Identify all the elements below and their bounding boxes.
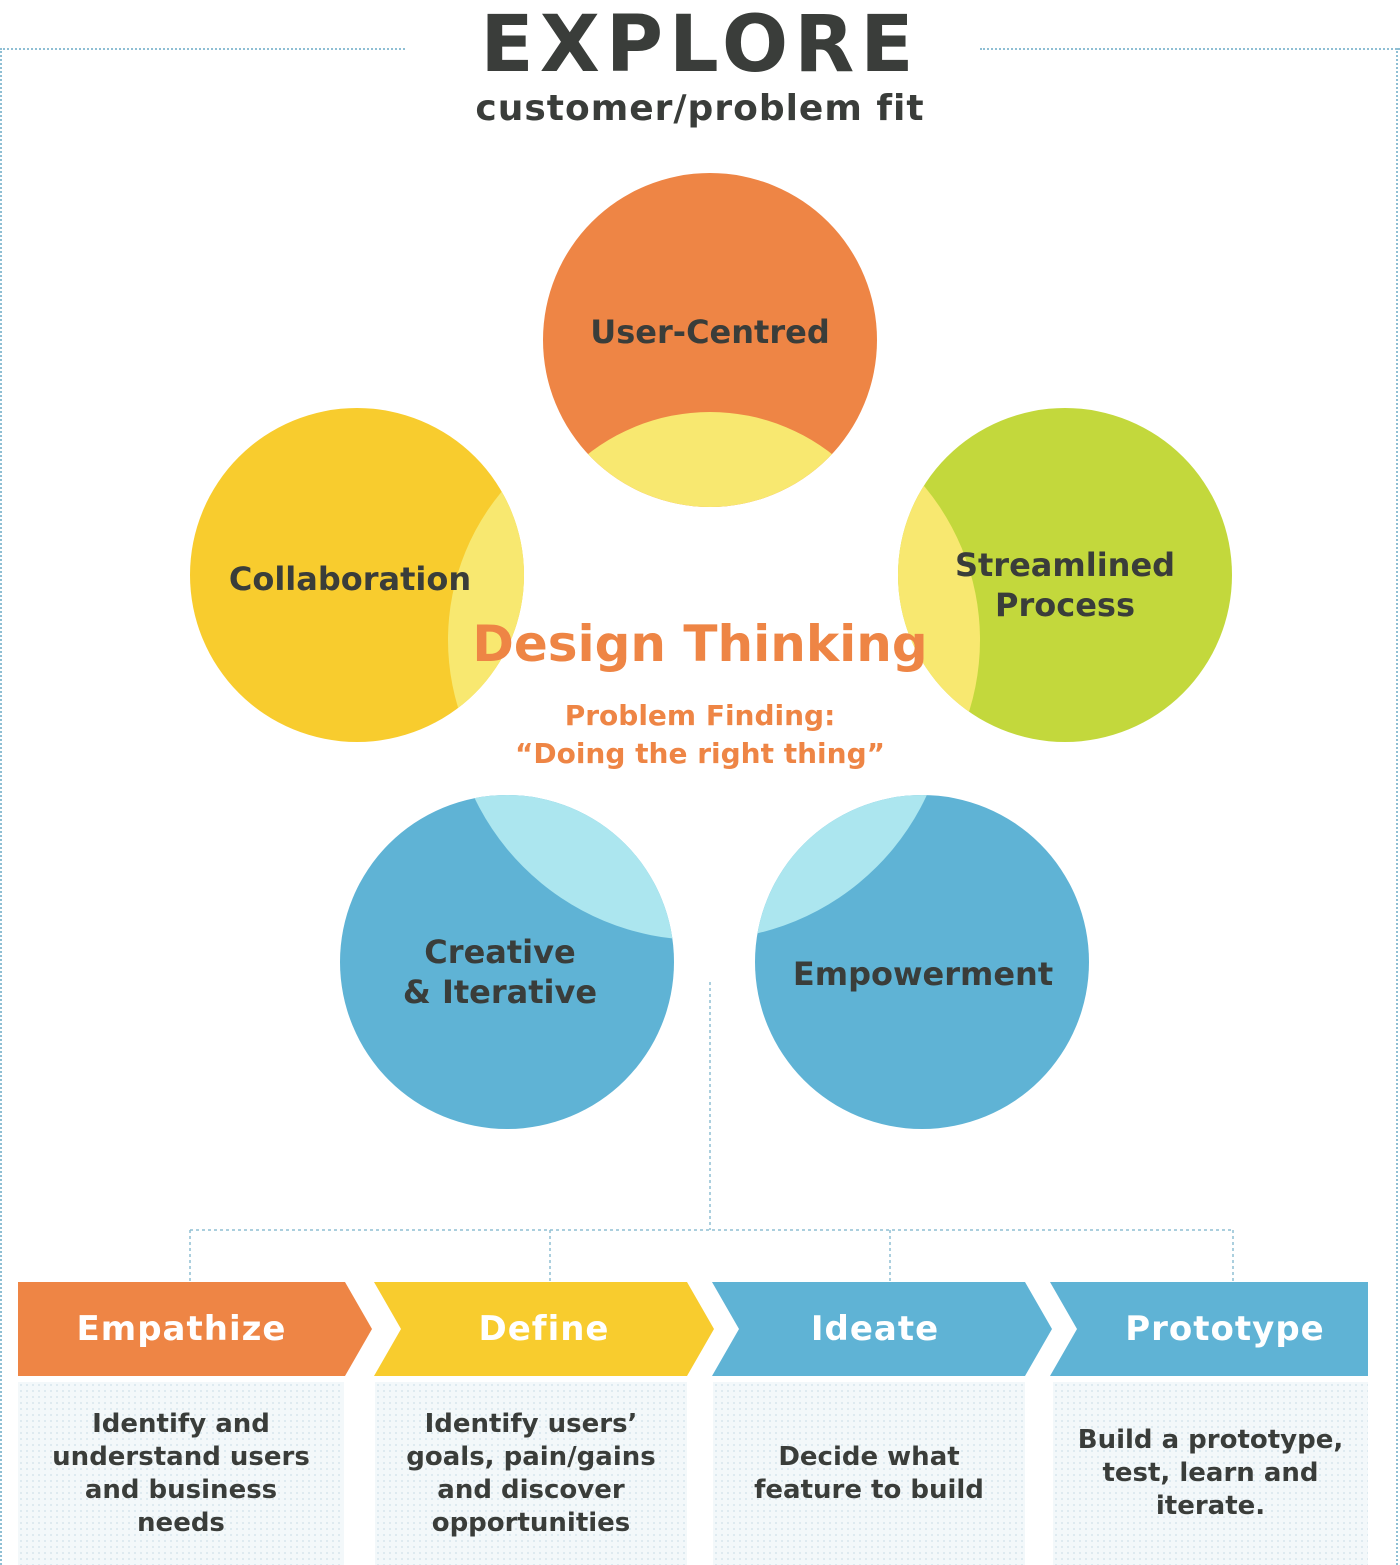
desc-line: opportunities xyxy=(431,1507,631,1538)
desc-line: Identify users’ xyxy=(424,1408,638,1439)
step-desc-define: Identify users’ goals, pain/gains and di… xyxy=(375,1382,687,1565)
desc-line: and business xyxy=(84,1474,278,1505)
desc-line: Build a prototype, xyxy=(1077,1425,1344,1455)
desc-line: test, learn and xyxy=(1102,1458,1319,1488)
desc-line: needs xyxy=(137,1507,225,1538)
desc-line: Identify and xyxy=(92,1408,270,1439)
desc-line: goals, pain/gains xyxy=(406,1441,656,1472)
step-desc-ideate: Decide what feature to build xyxy=(713,1382,1025,1565)
step-label-empathize: Empathize xyxy=(76,1309,287,1349)
step-arrow-prototype xyxy=(1050,1282,1368,1376)
frame-right xyxy=(1396,48,1398,1565)
step-arrow-ideate xyxy=(712,1282,1052,1376)
step-label-prototype: Prototype xyxy=(1125,1309,1325,1349)
label-creative-line1: Creative xyxy=(424,933,576,971)
page-subtitle: customer/problem fit xyxy=(475,88,925,129)
step-desc-prototype: Build a prototype, test, learn and itera… xyxy=(1053,1382,1368,1565)
label-streamlined-line2: Process xyxy=(995,586,1135,624)
label-empowerment-text: Empowerment xyxy=(792,955,1054,993)
center-title: Design Thinking xyxy=(472,615,928,673)
step-label-define: Define xyxy=(478,1309,610,1349)
label-streamlined-line1: Streamlined xyxy=(954,546,1176,584)
desc-line: Decide what xyxy=(778,1441,960,1472)
label-creative-iterative: Creative & Iterative xyxy=(350,932,650,1012)
label-user-centred-text: User-Centred xyxy=(590,313,830,351)
frame-left xyxy=(0,48,2,1565)
desc-line: understand users xyxy=(52,1441,310,1472)
center-subtitle-line1: Problem Finding: xyxy=(564,699,836,732)
label-streamlined-process: Streamlined Process xyxy=(915,545,1215,625)
frame-top-right xyxy=(980,48,1400,50)
label-collaboration: Collaboration xyxy=(200,559,500,599)
center-subtitle-line2: “Doing the right thing” xyxy=(514,737,886,770)
center-subtitle: Problem Finding: “Doing the right thing” xyxy=(0,697,1400,773)
desc-line: iterate. xyxy=(1155,1491,1266,1521)
circle-collaboration xyxy=(190,408,524,742)
step-label-ideate: Ideate xyxy=(810,1309,940,1349)
page-title: EXPLORE xyxy=(480,0,920,90)
label-collaboration-text: Collaboration xyxy=(228,560,472,598)
circle-streamlined-process xyxy=(898,408,1232,742)
label-user-centred: User-Centred xyxy=(560,312,860,352)
label-creative-line2: & Iterative xyxy=(402,973,598,1011)
step-desc-empathize: Identify and understand users and busine… xyxy=(18,1382,344,1565)
circle-user-centred xyxy=(543,173,877,507)
circle-creative-iterative xyxy=(340,795,674,1129)
frame-top-left xyxy=(0,48,405,50)
step-arrow-define xyxy=(374,1282,714,1376)
step-arrow-empathize xyxy=(18,1282,372,1376)
label-empowerment: Empowerment xyxy=(773,954,1073,994)
connector-lines xyxy=(189,982,1234,1282)
desc-line: feature to build xyxy=(754,1474,984,1505)
desc-line: and discover xyxy=(437,1474,625,1505)
